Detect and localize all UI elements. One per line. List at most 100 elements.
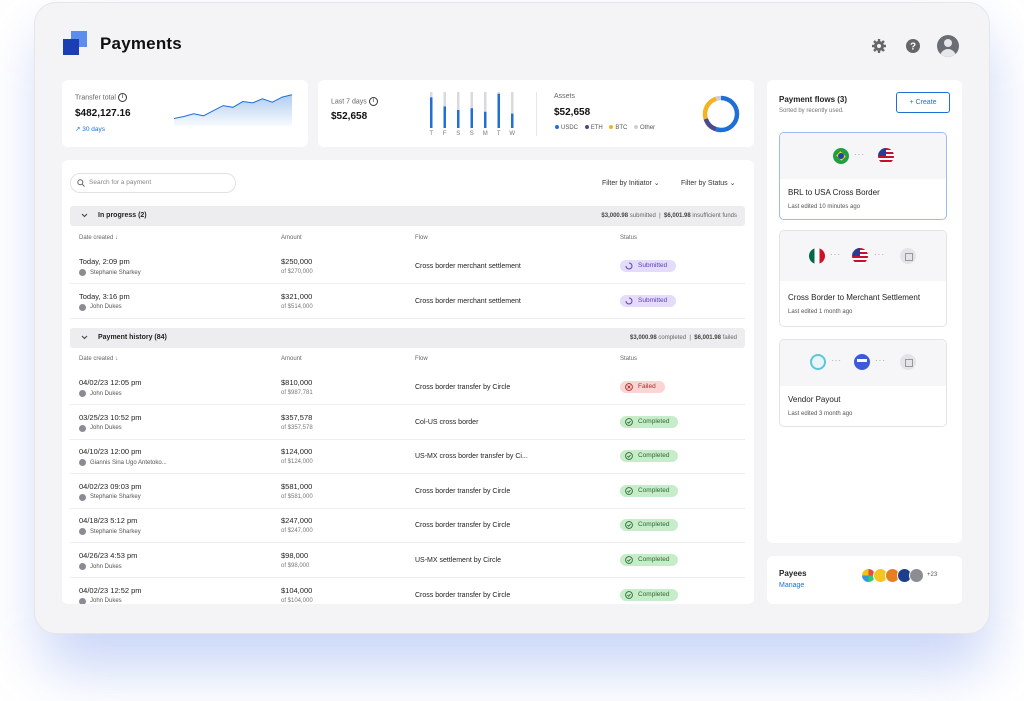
amount-total: of $98,000 <box>281 563 310 569</box>
table-row[interactable]: 04/18/23 5:12 pm Stephanie Sharkey $247,00… <box>70 508 745 544</box>
col-amount: Amount <box>281 235 302 241</box>
flow-name: BRL to USA Cross Border <box>788 188 880 197</box>
manage-payees-link[interactable]: Manage <box>779 582 805 589</box>
amount: $321,000 <box>281 291 313 301</box>
donut-slice <box>702 95 740 133</box>
amount-total: of $270,000 <box>281 269 313 275</box>
amount-total: of $247,000 <box>281 528 313 535</box>
donut-slice <box>702 95 740 133</box>
flow-name[interactable]: US-MX settlement by Circle <box>415 557 501 564</box>
flow-name[interactable]: Cross border merchant settlement <box>415 263 521 270</box>
status-badge: Completed <box>620 588 679 601</box>
stats-card: Last 7 days i $52,658 T F S S M T W Assets $52,… <box>318 80 754 147</box>
date-created: Today, 3:16 pm <box>79 291 130 301</box>
user-avatar-icon <box>79 424 86 432</box>
col-amount: Amount <box>281 356 302 362</box>
flow-name[interactable]: Cross border transfer by Circle <box>415 487 511 495</box>
day-label: T <box>429 131 433 136</box>
initiator: John Dukes <box>79 424 122 432</box>
plus-icon: + <box>909 99 914 106</box>
status-badge: Submitted <box>620 260 677 272</box>
history-group-header[interactable]: Payment history (84) $3,000.98 completed… <box>70 328 745 348</box>
bar-track <box>511 92 514 128</box>
flow-name[interactable]: Cross border transfer by Circle <box>415 522 511 530</box>
check-icon <box>625 417 633 426</box>
app-logo <box>63 31 87 55</box>
amount: $104,000 <box>281 585 313 595</box>
in-progress-group-header[interactable]: In progress (2) $3,000.98 submitted | $6… <box>70 206 745 226</box>
mexico-flag-icon <box>809 248 825 264</box>
user-avatar-icon <box>79 269 86 276</box>
col-date-created[interactable]: Date created ↓ <box>79 356 119 362</box>
col-date-created[interactable]: Date created ↓ <box>79 235 119 241</box>
table-row[interactable]: Today, 2:09 pm Stephanie Sharkey $250,000 o… <box>70 249 745 284</box>
payee-avatar[interactable] <box>909 568 924 583</box>
assets-legend: USDC ETH BTC Other <box>550 125 655 131</box>
page-title: Payments <box>100 34 182 53</box>
table-row[interactable]: 03/25/23 10:52 pm John Dukes $357,578 of $3… <box>70 405 745 440</box>
status-badge: Failed <box>620 381 665 393</box>
payees-card: Payees Manage +23 <box>767 556 962 604</box>
date-created: 04/10/23 12:00 pm <box>79 447 142 457</box>
amount-total: of $581,000 <box>281 493 313 500</box>
date-created: 04/02/23 12:52 pm <box>79 585 142 595</box>
col-flow: Flow <box>415 235 428 241</box>
search-input[interactable]: Search for a payment <box>70 173 236 193</box>
amount: $357,578 <box>281 412 313 422</box>
legend-other: Other <box>640 125 656 131</box>
day-label: T <box>497 131 501 136</box>
status-badge: Completed <box>620 554 679 566</box>
filter-status-button[interactable]: Filter by Status ⌄ <box>681 180 736 187</box>
filter-initiator-button[interactable]: Filter by Initiator ⌄ <box>602 180 660 187</box>
chevron-down-icon: ⌄ <box>653 180 660 187</box>
qr-code-icon <box>900 248 916 264</box>
table-row[interactable]: 04/26/23 4:53 pm John Dukes $98,000 of $98,… <box>70 543 745 578</box>
table-row[interactable]: 04/02/23 09:03 pm Stephanie Sharkey $581,0… <box>70 474 745 509</box>
day-label: S <box>470 131 474 136</box>
amount: $98,000 <box>281 551 309 560</box>
flow-name[interactable]: Cross border transfer by Circle <box>415 591 511 599</box>
table-row[interactable]: 04/10/23 12:00 pm Giannis Sina Ugo Anteto… <box>70 439 745 475</box>
table-row[interactable]: 04/02/23 12:52 pm John Dukes $104,000 of $1… <box>70 578 745 604</box>
table-row[interactable]: Today, 3:16 pm John Dukes $321,000 of $514,… <box>70 284 745 319</box>
app-window: Payments ? Transfer total i $482,127.16 ↗… <box>34 2 990 634</box>
chevron-down-icon <box>81 213 88 218</box>
transfer-total-card: Transfer total i $482,127.16 ↗ 30 days <box>62 80 308 147</box>
settings-gear-icon[interactable] <box>869 36 889 56</box>
date-created: 03/25/23 10:52 pm <box>79 412 142 422</box>
flow-name[interactable]: US-MX cross border transfer by Ci... <box>415 453 528 461</box>
user-avatar-icon <box>79 563 86 570</box>
initiator: Stephanie Sharkey <box>79 528 141 536</box>
flow-card-brl-usa[interactable]: ··· BRL to USA Cross Border Last edited … <box>779 132 947 220</box>
date-created: 04/26/23 4:53 pm <box>79 551 138 560</box>
user-avatar-icon <box>79 528 86 536</box>
sparkline-area <box>174 94 292 126</box>
help-icon[interactable]: ? <box>903 36 923 56</box>
amount-total: of $987,781 <box>281 390 313 396</box>
flow-name[interactable]: Col-US cross border <box>415 418 479 426</box>
table-row[interactable]: 04/02/23 12:05 pm John Dukes $810,000 of $9… <box>70 370 745 405</box>
flow-name[interactable]: Cross border transfer by Circle <box>415 384 511 391</box>
create-flow-button[interactable]: + Create <box>896 92 950 113</box>
info-icon[interactable]: i <box>368 97 378 106</box>
status-badge: Completed <box>620 415 679 428</box>
last7-amount: $52,658 <box>331 111 368 122</box>
flow-name: Cross Border to Merchant Settlement <box>788 293 921 302</box>
transfer-period[interactable]: 30 days <box>82 126 106 133</box>
user-avatar-icon <box>79 597 86 604</box>
assets-donut-chart <box>702 95 740 133</box>
assets-label: Assets <box>554 93 576 100</box>
initiator: John Dukes <box>79 390 122 397</box>
bar <box>484 111 487 128</box>
last7-label: Last 7 days <box>331 98 367 106</box>
check-icon <box>625 486 633 495</box>
flow-name: Vendor Payout <box>788 395 841 404</box>
more-payees-count: +23 <box>927 572 938 578</box>
flow-name[interactable]: Cross border merchant settlement <box>415 297 521 305</box>
info-icon[interactable]: i <box>117 93 127 102</box>
day-label: F <box>443 131 447 136</box>
user-avatar[interactable] <box>937 35 959 57</box>
flow-card-merchant-settlement[interactable]: ··· ··· Cross Border to Merchant Settlem… <box>779 230 947 327</box>
flow-card-vendor-payout[interactable]: ··· ··· Vendor Payout Last edited 3 mont… <box>779 339 947 427</box>
